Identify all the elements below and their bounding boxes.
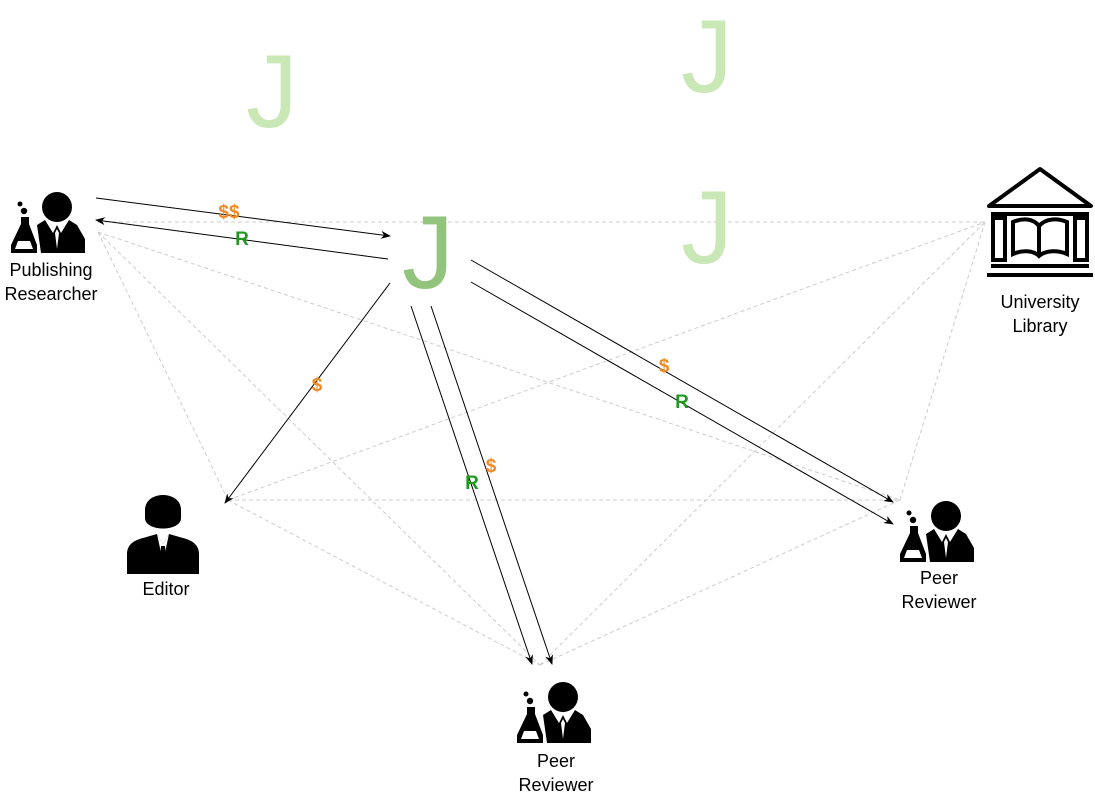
node-label-peer-reviewer-right: Peer Reviewer bbox=[901, 568, 976, 612]
node-label-line: University bbox=[1000, 292, 1079, 312]
arrow-journal-to-researcher bbox=[95, 217, 389, 260]
node-label-line: Publishing bbox=[9, 260, 92, 280]
library-building-icon bbox=[987, 167, 1093, 277]
node-label-line: Reviewer bbox=[901, 592, 976, 612]
journal-main-icon: J bbox=[402, 195, 454, 311]
flow-label-review: R bbox=[235, 229, 249, 250]
node-label-line: Editor bbox=[142, 579, 189, 599]
journal-faded-icon: J bbox=[246, 34, 298, 150]
mesh-line bbox=[227, 221, 986, 501]
arrow-researcher-to-journal bbox=[95, 197, 391, 239]
node-label-line: Reviewer bbox=[518, 775, 593, 795]
mesh-line bbox=[97, 231, 901, 501]
journal-faded-icon: J bbox=[681, 170, 733, 286]
participant-mesh bbox=[97, 221, 986, 666]
node-label-university-library: University Library bbox=[1000, 292, 1079, 336]
arrow-journal-to-right-reviewer-2 bbox=[470, 281, 894, 525]
node-label-line: Peer bbox=[920, 568, 958, 588]
flow-label-review: R bbox=[465, 473, 479, 494]
node-label-publishing-researcher: Publishing Researcher bbox=[4, 260, 97, 304]
arrow-journal-to-right-reviewer-1 bbox=[470, 259, 894, 503]
flow-label-money: $$ bbox=[218, 202, 240, 223]
flow-label-review: R bbox=[675, 392, 689, 413]
flow-arrows bbox=[95, 197, 894, 665]
node-label-peer-reviewer-bottom: Peer Reviewer bbox=[518, 751, 593, 795]
arrow-journal-to-bottom-reviewer-1 bbox=[410, 305, 533, 665]
flow-label-money: $ bbox=[486, 456, 497, 477]
journal-faded-icon: J bbox=[681, 0, 733, 115]
flow-label-money: $ bbox=[659, 356, 670, 377]
node-label-line: Researcher bbox=[4, 284, 97, 304]
mesh-line bbox=[97, 231, 229, 501]
mesh-line bbox=[227, 499, 541, 666]
businessman-icon bbox=[127, 495, 199, 574]
node-label-editor: Editor bbox=[142, 579, 189, 599]
scientist-icon bbox=[900, 501, 974, 562]
node-label-line: Library bbox=[1012, 316, 1067, 336]
arrow-journal-to-bottom-reviewer-2 bbox=[430, 305, 553, 665]
mesh-line bbox=[97, 231, 541, 666]
flow-label-money: $ bbox=[312, 375, 323, 396]
arrow-journal-to-editor bbox=[224, 282, 391, 504]
scientist-icon bbox=[517, 682, 591, 743]
scientist-icon bbox=[11, 192, 85, 253]
node-label-line: Peer bbox=[537, 751, 575, 771]
mesh-line bbox=[539, 499, 901, 666]
